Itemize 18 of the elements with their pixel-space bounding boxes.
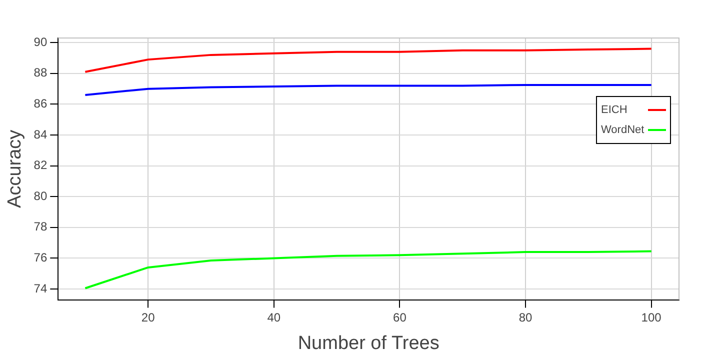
- legend-label: WordNet: [601, 124, 644, 136]
- x-tick-label: 80: [518, 310, 533, 324]
- x-axis-title: Number of Trees: [298, 332, 440, 354]
- y-tick-label: 84: [34, 127, 48, 142]
- legend-label: EICH: [601, 104, 628, 116]
- y-tick-label: 86: [34, 96, 48, 111]
- y-axis-title: Accuracy: [4, 129, 26, 208]
- x-tick-label: 100: [641, 310, 662, 324]
- y-tick-label: 82: [34, 158, 48, 172]
- y-tick-label: 76: [34, 250, 48, 265]
- x-tick-label: 40: [267, 310, 281, 324]
- y-tick-label: 78: [34, 220, 48, 234]
- x-tick-label: 60: [393, 310, 407, 324]
- y-tick-label: 90: [34, 34, 48, 49]
- x-tick-label: 20: [141, 310, 156, 324]
- y-tick-label: 88: [34, 66, 48, 80]
- y-tick-label: 74: [34, 281, 48, 296]
- y-tick-label: 80: [34, 188, 48, 203]
